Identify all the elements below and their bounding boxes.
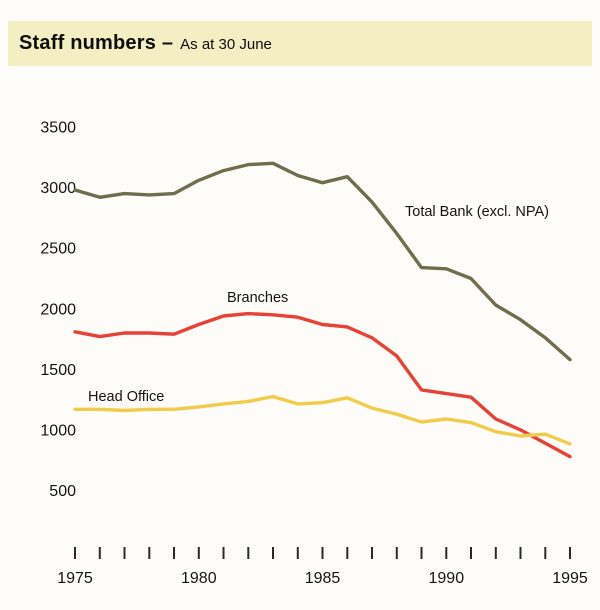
series-label-total-bank: Total Bank (excl. NPA) bbox=[405, 204, 549, 220]
x-axis-label: 1975 bbox=[57, 570, 93, 587]
series-line-head-office bbox=[73, 394, 572, 446]
chart-subtitle: As at 30 June bbox=[180, 36, 272, 53]
staff-numbers-line-chart: 3500 3000 2500 2000 1500 1000 500 1975 1980 1985 1… bbox=[40, 120, 588, 588]
y-axis-label: 2000 bbox=[40, 301, 76, 318]
chart-title-banner: Staff numbers – As at 30 June bbox=[8, 21, 592, 66]
series-label-branches: Branches bbox=[227, 290, 288, 306]
y-axis-label: 2500 bbox=[40, 241, 76, 258]
x-axis-label: 1995 bbox=[552, 570, 588, 587]
y-axis-label: 1500 bbox=[40, 362, 76, 379]
x-axis-label: 1980 bbox=[181, 570, 217, 587]
y-axis-label: 500 bbox=[49, 483, 76, 500]
series-line-branches bbox=[73, 311, 572, 459]
y-axis-label: 3000 bbox=[40, 180, 76, 197]
y-axis-label: 3500 bbox=[40, 120, 76, 137]
x-axis-label: 1985 bbox=[305, 570, 341, 587]
x-axis-label: 1990 bbox=[429, 570, 465, 587]
series-line-total-bank bbox=[73, 161, 572, 362]
series-label-head-office: Head Office bbox=[88, 389, 164, 405]
y-axis-label: 1000 bbox=[40, 422, 76, 439]
chart-title: Staff numbers – bbox=[19, 32, 174, 54]
